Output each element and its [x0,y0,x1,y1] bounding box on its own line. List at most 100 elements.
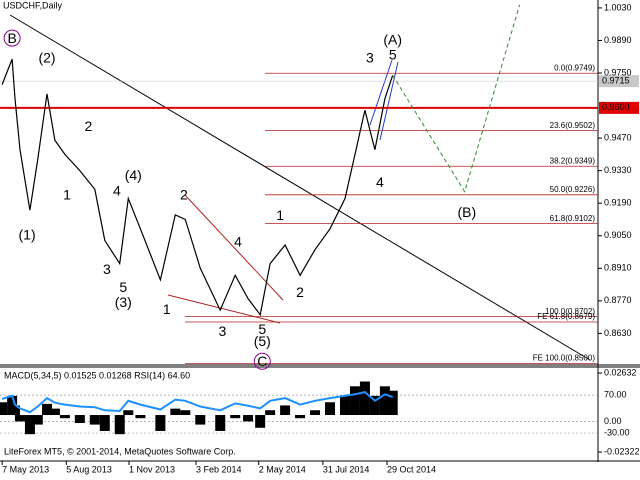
wave-label: 1 [63,186,71,202]
wave-label: B [7,30,16,46]
macd-bar [349,386,360,416]
wave-label: 5 [258,321,266,337]
macd-bar [215,415,226,431]
y2-tick-label: 0.00 [604,416,622,426]
wave-label: (2) [38,50,55,66]
macd-bar [243,415,254,422]
macd-bar [310,410,321,416]
channel-line [167,294,281,324]
fib-label: 100.0(0.8702) [545,307,595,316]
fib-label: FE 100.0(0.8500) [533,354,596,363]
price-box [599,75,639,88]
price-line [1,58,394,317]
wave-label: 3 [218,323,226,339]
fib-label: 0.0(0.9749) [554,63,595,72]
macd-bar [59,415,70,419]
macd-bar [14,415,25,422]
y2-tick-label: 70.00 [604,389,627,399]
macd-bar [265,410,276,416]
wave-label: 5 [389,47,397,63]
x-tick-label: 1 Nov 2013 [129,464,175,474]
wave-label: 4 [376,174,384,190]
macd-bar [387,390,398,416]
wave-label: (5) [254,333,271,349]
macd-bar [280,405,291,416]
macd-bar [339,395,350,416]
wave-label: C [257,353,267,369]
wave-label: 5 [119,279,127,295]
x-tick-label: 3 Feb 2014 [196,464,242,474]
price-box [599,101,639,114]
y2-tick-label: -30.00 [604,427,630,437]
macd-bar [359,381,370,416]
y-tick-label: 0.02632 [604,367,637,377]
y-tick-label: 0.8770 [604,295,632,305]
macd-bar [32,415,43,425]
wave-label: 3 [103,261,111,277]
macd-bar [99,415,110,431]
macd-bar [180,410,191,416]
trend-line [9,14,591,361]
indicator-title: MACD(5,34,5) 0.01525 0.01268 RSI(14) 64.… [4,370,190,380]
x-tick-label: 5 Aug 2013 [66,464,112,474]
y-tick-label: 1.0030 [604,2,632,12]
wave-circle [3,29,21,47]
macd-bar [295,415,306,419]
macd-bar [369,395,380,416]
y-tick-label: 0.8910 [604,263,632,273]
wave-label: 1 [163,301,171,317]
macd-bar [195,415,206,425]
wave-label: (3) [115,294,132,310]
macd-bar [49,408,60,416]
x-tick-label: 31 Jul 2014 [323,464,370,474]
price-box-label: 0.9600 [602,102,630,112]
wave-circle [253,352,271,370]
macd-bar [325,402,336,416]
channel-line [369,59,393,126]
macd-bar [255,415,266,428]
macd-bar [123,410,134,416]
macd-bar [379,386,390,416]
footer: LiteForex MT5, © 2001-2014, MetaQuotes S… [4,446,236,456]
y-tick-label: 0.9190 [604,198,632,208]
y-tick-label: 0.9890 [604,35,632,45]
macd-bar [170,408,181,416]
y-tick-label: 0.9470 [604,132,632,142]
y-tick-label: 0.9330 [604,165,632,175]
wave-label: 2 [84,118,92,134]
forecast-line [392,4,521,193]
macd-bar [24,415,35,435]
macd-bar [89,415,100,425]
y-tick-label: 0.9050 [604,230,632,240]
macd-bar [155,415,166,431]
fib-label: 61.8(0.9102) [550,214,596,223]
fib-label: 38.2(0.9349) [550,156,596,165]
x-tick-label: 29 Oct 2014 [387,464,436,474]
fib-label: 50.0(0.9226) [550,185,596,194]
wave-label: 4 [113,182,121,198]
price-box-label: 0.9715 [602,76,630,86]
macd-bar [9,405,20,416]
wave-label: (4) [125,167,142,183]
wave-label: (A) [383,31,402,47]
x-tick-label: 2 May 2014 [259,464,306,474]
macd-bar [135,415,146,419]
wave-label: 2 [180,186,188,202]
wave-label: 2 [296,284,304,300]
macd-bar [114,415,125,435]
x-tick-label: 7 May 2013 [2,464,49,474]
macd-bar [74,415,85,423]
y-tick-label: 0.9750 [604,67,632,77]
chart-title: USDCHF,Daily [3,0,63,10]
macd-bar [230,415,241,419]
macd-bar [42,403,53,416]
wave-label: 3 [366,50,374,66]
rsi-line [1,391,394,414]
channel-line [379,61,399,141]
wave-label: 4 [234,233,242,249]
wave-label: (B) [458,204,477,220]
fib-label: 23.6(0.9502) [550,121,596,130]
y-tick-label: -0.02322 [604,446,640,456]
fib-label: FE 61.8(0.8679) [537,312,595,321]
